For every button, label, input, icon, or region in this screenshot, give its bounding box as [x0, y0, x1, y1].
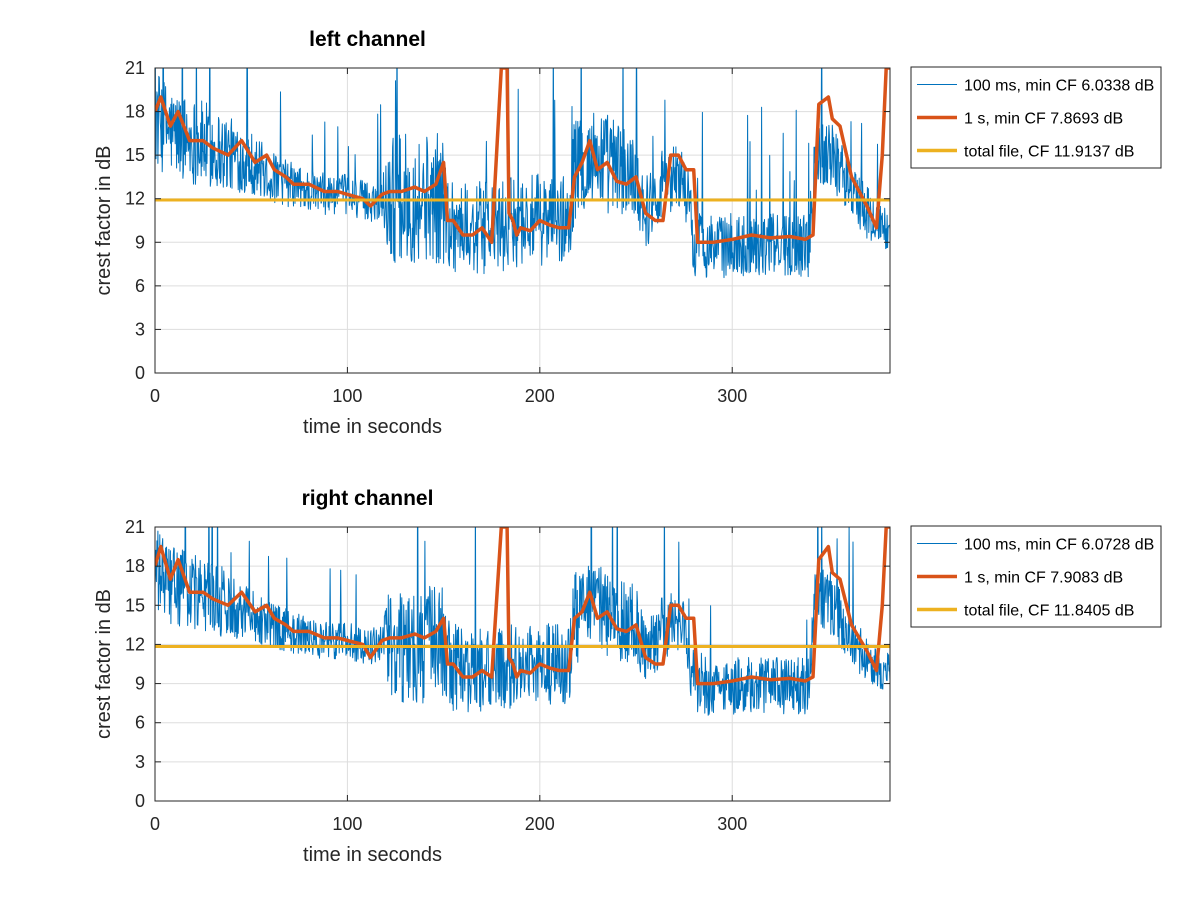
- legend-label-total: total file, CF 11.9137 dB: [964, 144, 1134, 161]
- y-tick-label: 18: [125, 102, 145, 122]
- y-tick-label: 0: [135, 363, 145, 383]
- series-1s-line: [155, 68, 890, 245]
- y-tick-label: 3: [135, 752, 145, 772]
- x-tick-label: 200: [525, 386, 555, 406]
- axes-box: [154, 67, 891, 374]
- y-tick-label: 18: [125, 556, 145, 576]
- tick-labels: 0 100 200 300 0 3 6 9 12 15 18 21: [125, 517, 890, 834]
- plot-area: [155, 527, 890, 716]
- x-tick-label: 100: [332, 386, 362, 406]
- legend: 100 ms, min CF 6.0728 dB 1 s, min CF 7.9…: [910, 525, 1162, 628]
- y-tick-label: 9: [135, 674, 145, 694]
- tick-labels: 0 100 200 300 0 3 6 9 12 15 18 21: [125, 58, 890, 406]
- subplot-right-channel: 0 100 200 300 0 3 6 9 12 15 18 21 right channel tim…: [93, 487, 1162, 866]
- legend-label-100ms: 100 ms, min CF 6.0728 dB: [964, 537, 1154, 554]
- y-axis-label: crest factor in dB: [93, 145, 115, 295]
- y-tick-label: 9: [135, 232, 145, 252]
- x-tick-label: 200: [525, 814, 555, 834]
- axes-box: [154, 526, 891, 802]
- y-tick-label: 6: [135, 713, 145, 733]
- y-tick-label: 6: [135, 276, 145, 296]
- y-tick-label: 15: [125, 595, 145, 615]
- y-tick-label: 15: [125, 145, 145, 165]
- legend-label-total: total file, CF 11.8405 dB: [964, 603, 1134, 620]
- series-1s-line: [155, 527, 890, 686]
- x-tick-label: 100: [332, 814, 362, 834]
- y-tick-label: 21: [125, 58, 145, 78]
- chart-title: right channel: [302, 487, 434, 510]
- legend: 100 ms, min CF 6.0338 dB 1 s, min CF 7.8…: [910, 66, 1162, 169]
- y-tick-label: 21: [125, 517, 145, 537]
- series-100ms-line: [155, 68, 890, 279]
- legend-label-1s: 1 s, min CF 7.9083 dB: [964, 570, 1123, 587]
- y-tick-label: 3: [135, 319, 145, 339]
- y-tick-label: 12: [125, 189, 145, 209]
- y-tick-label: 0: [135, 791, 145, 811]
- y-axis-label: crest factor in dB: [93, 589, 115, 739]
- y-tick-label: 12: [125, 634, 145, 654]
- x-tick-label: 0: [150, 814, 160, 834]
- subplot-left-channel: 0 100 200 300 0 3 6 9 12 15 18 21 left channel time…: [93, 28, 1162, 438]
- legend-label-1s: 1 s, min CF 7.8693 dB: [964, 111, 1123, 128]
- x-tick-label: 0: [150, 386, 160, 406]
- x-axis-label: time in seconds: [303, 416, 442, 438]
- chart-title: left channel: [309, 28, 426, 51]
- x-tick-label: 300: [717, 386, 747, 406]
- plot-area: [155, 68, 890, 279]
- x-tick-label: 300: [717, 814, 747, 834]
- legend-label-100ms: 100 ms, min CF 6.0338 dB: [964, 78, 1154, 95]
- x-axis-label: time in seconds: [303, 844, 442, 866]
